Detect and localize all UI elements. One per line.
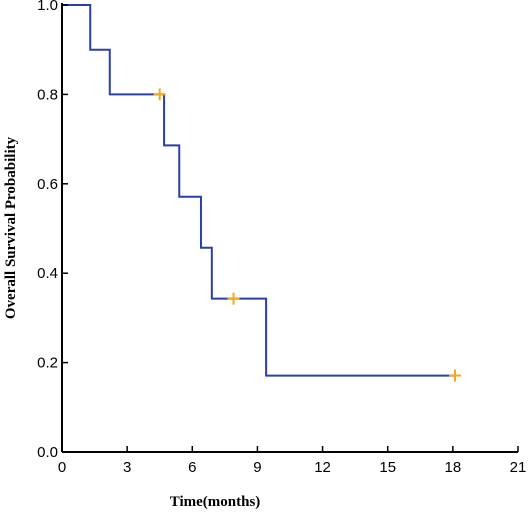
y-tick-label: 0.8 — [37, 86, 58, 103]
x-tick-label: 21 — [510, 459, 527, 476]
x-tick-label: 15 — [379, 459, 396, 476]
y-tick-label: 0.0 — [37, 444, 58, 461]
x-tick-label: 0 — [58, 459, 66, 476]
x-tick-label: 3 — [123, 459, 131, 476]
y-axis: 0.0 0.2 0.4 0.6 0.8 1.0 — [37, 0, 68, 461]
y-tick-label: 0.4 — [37, 265, 58, 282]
plot-area — [62, 4, 462, 382]
x-axis-title: Time(months) — [170, 494, 261, 510]
censor-mark — [153, 88, 166, 101]
x-axis: 0 3 6 9 12 15 18 21 — [58, 446, 527, 476]
x-tick-label: 6 — [188, 459, 196, 476]
x-tick-label: 9 — [253, 459, 261, 476]
y-tick-label: 0.6 — [37, 176, 58, 193]
y-axis-title: Overall Survival Probability — [3, 136, 19, 319]
censor-mark — [449, 369, 462, 382]
survival-step-line — [62, 4, 456, 377]
x-tick-label: 12 — [314, 459, 331, 476]
y-tick-label: 0.2 — [37, 355, 58, 372]
censor-mark — [227, 292, 240, 305]
x-tick-label: 18 — [445, 459, 462, 476]
y-tick-label: 1.0 — [37, 0, 58, 14]
